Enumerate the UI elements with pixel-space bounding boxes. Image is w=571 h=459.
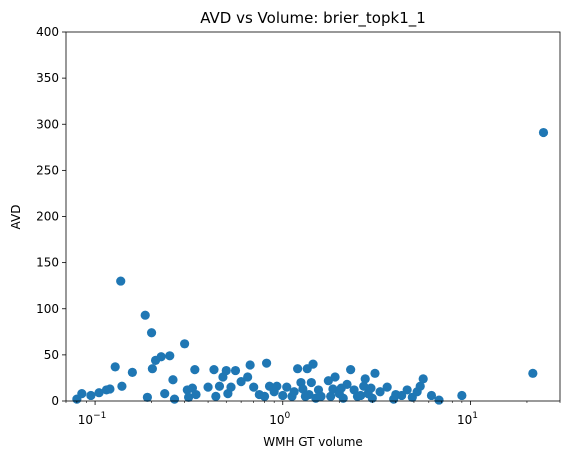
data-point xyxy=(77,389,87,399)
data-point xyxy=(298,384,308,394)
data-point xyxy=(203,382,213,392)
data-point xyxy=(190,365,200,375)
data-point xyxy=(117,381,127,391)
y-tick-label: 200 xyxy=(36,210,59,224)
data-point xyxy=(127,367,137,377)
data-point xyxy=(328,384,338,394)
data-point xyxy=(259,391,270,401)
data-point xyxy=(293,364,303,374)
data-point xyxy=(323,376,333,386)
y-axis: 0 50 100 150 200 250 300 350 400 xyxy=(36,25,66,408)
data-point xyxy=(261,358,272,368)
data-point xyxy=(326,391,336,401)
data-point xyxy=(306,377,316,388)
data-point xyxy=(316,391,326,401)
x-tick-label: 10−1 xyxy=(78,411,107,427)
data-point xyxy=(457,390,467,401)
y-tick-label: 400 xyxy=(36,25,59,39)
y-tick-label: 0 xyxy=(51,394,59,408)
data-point xyxy=(160,389,170,399)
data-point xyxy=(243,372,253,382)
data-point xyxy=(221,365,231,376)
data-point xyxy=(342,379,352,389)
data-point xyxy=(165,351,175,361)
data-point xyxy=(367,393,377,403)
data-point xyxy=(375,387,385,397)
plot-frame xyxy=(65,31,561,402)
data-point xyxy=(366,383,376,393)
data-point xyxy=(338,393,348,403)
data-point xyxy=(245,360,255,370)
x-axis: 10−1 100 101 xyxy=(65,401,561,427)
data-point xyxy=(434,395,444,405)
data-point xyxy=(426,390,437,401)
data-point xyxy=(402,385,412,395)
x-tick-label: 100 xyxy=(269,411,290,427)
data-point xyxy=(272,381,282,391)
data-point xyxy=(94,388,104,398)
data-point xyxy=(184,392,194,402)
data-point xyxy=(538,127,549,138)
data-point xyxy=(230,365,241,376)
data-point xyxy=(249,382,259,392)
y-tick-label: 50 xyxy=(44,348,59,362)
data-point xyxy=(86,390,96,401)
y-tick-label: 300 xyxy=(36,117,59,131)
data-point xyxy=(180,339,190,349)
data-point xyxy=(156,352,166,362)
data-point xyxy=(116,276,126,286)
data-point xyxy=(146,328,157,338)
data-point xyxy=(289,387,299,397)
data-point xyxy=(209,365,219,375)
x-axis-label: WMH GT volume xyxy=(263,435,363,449)
data-point xyxy=(356,390,366,401)
data-point xyxy=(360,374,370,384)
data-point xyxy=(105,384,115,394)
data-points xyxy=(72,127,549,405)
data-point xyxy=(359,381,369,391)
data-point xyxy=(110,362,120,372)
y-axis-label: AVD xyxy=(9,205,23,230)
data-point xyxy=(308,359,318,369)
data-point xyxy=(528,368,538,378)
data-point xyxy=(168,375,178,385)
y-tick-label: 150 xyxy=(36,256,59,270)
data-point xyxy=(147,364,157,374)
data-point xyxy=(382,382,392,392)
data-point xyxy=(169,394,180,404)
data-point xyxy=(211,391,221,401)
data-point xyxy=(214,381,225,391)
data-point xyxy=(330,372,340,382)
data-point xyxy=(142,392,152,402)
data-point xyxy=(191,389,201,400)
x-tick-label: 101 xyxy=(457,411,478,427)
data-point xyxy=(370,368,380,378)
data-point xyxy=(282,382,292,392)
y-tick-label: 350 xyxy=(36,71,59,85)
data-point xyxy=(140,310,150,320)
y-tick-label: 250 xyxy=(36,163,59,177)
data-point xyxy=(226,382,236,392)
y-tick-label: 100 xyxy=(36,302,59,316)
data-point xyxy=(418,374,428,384)
data-point xyxy=(415,381,425,391)
data-point xyxy=(278,390,288,401)
data-point xyxy=(304,389,314,400)
data-point xyxy=(346,365,356,375)
chart-title: AVD vs Volume: brier_topk1_1 xyxy=(200,9,426,28)
data-point xyxy=(236,377,246,387)
